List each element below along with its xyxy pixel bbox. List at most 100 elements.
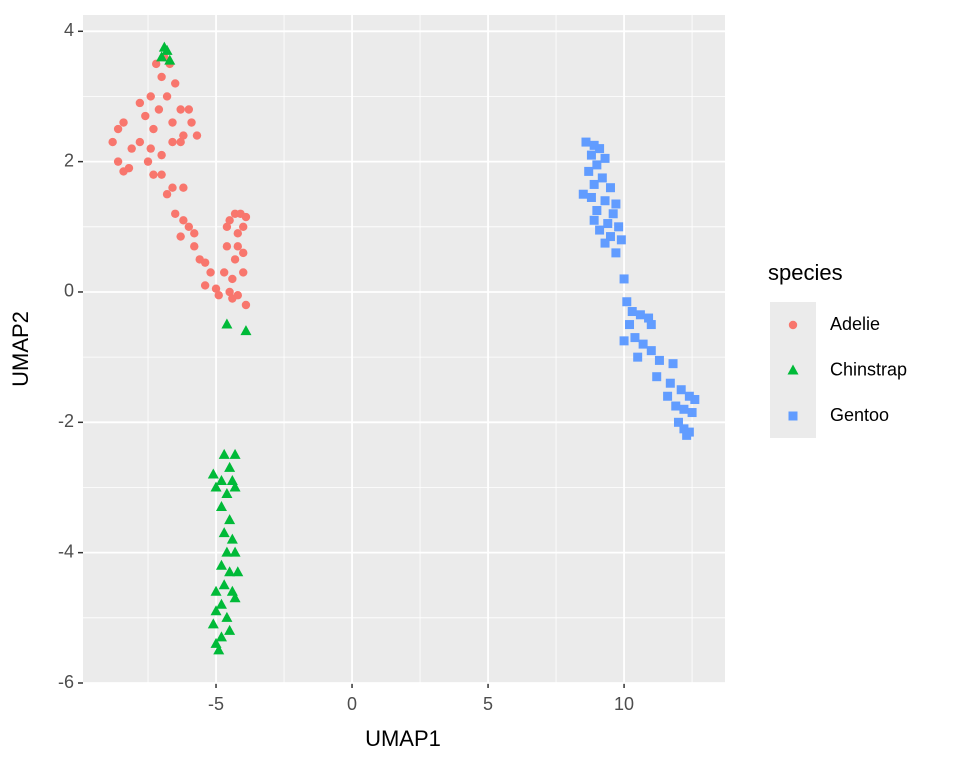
point	[168, 118, 177, 127]
point	[222, 222, 232, 232]
point	[229, 592, 241, 603]
point	[113, 157, 123, 166]
point	[622, 297, 632, 307]
point	[230, 255, 240, 264]
point	[108, 137, 117, 147]
point	[149, 170, 158, 179]
point	[627, 307, 637, 317]
point	[151, 59, 161, 69]
point	[619, 336, 629, 346]
point	[673, 417, 683, 427]
legend-key	[788, 320, 798, 330]
point	[171, 79, 180, 88]
point	[171, 209, 180, 218]
point	[127, 144, 136, 153]
point	[215, 559, 227, 570]
point	[679, 424, 689, 434]
point	[646, 320, 656, 330]
point	[226, 533, 238, 544]
point	[211, 284, 221, 293]
point	[605, 183, 615, 193]
point	[224, 624, 236, 635]
point	[143, 157, 153, 166]
point	[213, 644, 225, 655]
y-axis-title: UMAP2	[8, 311, 33, 387]
point	[135, 137, 145, 147]
point	[113, 124, 123, 134]
point	[682, 430, 692, 440]
point	[119, 118, 128, 127]
point	[633, 352, 643, 362]
point	[210, 481, 222, 492]
point	[218, 448, 230, 459]
legend-key	[787, 364, 799, 375]
point	[218, 579, 230, 590]
x-tick-label: 10	[614, 694, 634, 714]
x-tick-label: 0	[347, 694, 357, 714]
point	[229, 546, 241, 557]
point	[668, 359, 678, 369]
point	[179, 183, 188, 192]
point	[162, 190, 172, 199]
point	[149, 124, 158, 134]
point	[652, 372, 662, 382]
point	[141, 111, 150, 121]
point	[232, 566, 244, 577]
point	[239, 268, 248, 277]
point	[584, 166, 594, 176]
point	[233, 242, 242, 251]
point	[190, 229, 199, 238]
point	[630, 333, 640, 343]
point	[239, 222, 248, 232]
y-tick-label: -2	[58, 411, 74, 431]
point	[176, 137, 185, 147]
point	[225, 216, 234, 225]
x-tick-label: 5	[483, 694, 493, 714]
point	[586, 150, 596, 160]
point	[200, 281, 210, 290]
point	[210, 585, 222, 596]
point	[146, 144, 155, 153]
point	[638, 339, 648, 349]
point	[684, 391, 694, 401]
point	[592, 206, 602, 216]
point	[663, 391, 673, 401]
point	[589, 140, 599, 150]
point	[219, 268, 229, 277]
point	[176, 105, 185, 114]
point	[589, 179, 599, 189]
x-tick-label: -5	[208, 694, 224, 714]
point	[168, 183, 177, 192]
y-tick-label: 0	[64, 281, 74, 301]
point	[595, 144, 605, 154]
legend-label: Gentoo	[830, 405, 889, 425]
point	[190, 242, 199, 251]
point	[605, 232, 615, 242]
point	[221, 488, 233, 499]
point	[222, 242, 232, 251]
point	[614, 222, 624, 232]
point	[233, 291, 242, 300]
point	[156, 51, 168, 62]
point	[671, 401, 681, 411]
point	[154, 105, 164, 114]
point	[228, 274, 237, 284]
point	[690, 395, 700, 405]
point	[619, 274, 629, 284]
point	[162, 92, 172, 101]
legend-label: Adelie	[830, 314, 880, 334]
point	[581, 137, 591, 147]
point	[215, 474, 227, 485]
point	[157, 170, 166, 179]
plot-panel	[83, 15, 725, 683]
point	[644, 313, 654, 323]
point	[586, 192, 596, 202]
point	[608, 209, 618, 219]
point	[676, 385, 686, 395]
point	[625, 320, 635, 330]
point	[687, 408, 697, 418]
point	[135, 98, 145, 108]
point	[597, 173, 607, 183]
